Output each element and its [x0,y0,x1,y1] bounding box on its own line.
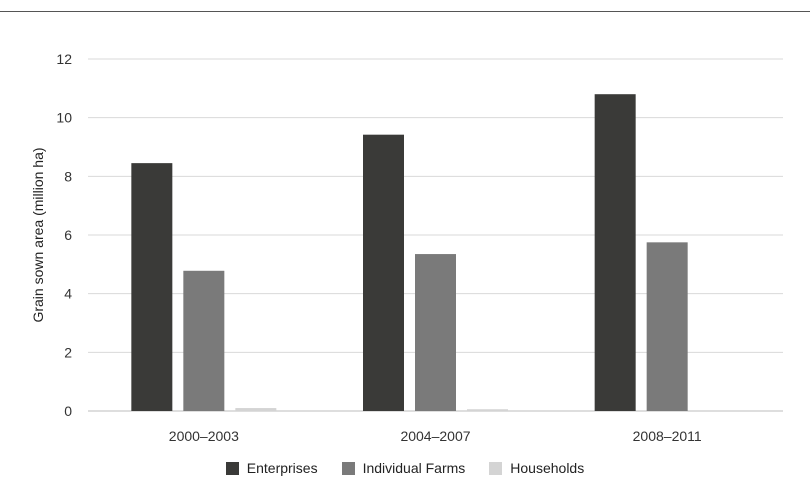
bar-individual-farms [646,242,688,411]
y-axis-label: Grain sown area (million ha) [30,147,46,322]
y-tick-label: 2 [64,344,72,360]
legend-item: Households [489,460,584,476]
bar-individual-farms [415,254,456,411]
y-tick-label: 8 [64,168,72,184]
x-tick-label: 2008–2011 [633,428,702,444]
x-axis-ticks: 2000–2003 2004–2007 2008–2011 [169,428,702,444]
legend-swatch [489,461,503,475]
top-rule [0,11,810,12]
legend-swatch [225,461,239,475]
legend-label: Households [510,460,585,476]
bar-enterprises [363,134,404,411]
y-tick-label: 0 [64,403,72,419]
y-tick-label: 6 [64,227,72,243]
legend: Enterprises Individual Farms Households [0,456,810,480]
bar-individual-farms [183,270,225,411]
y-tick-label: 10 [56,110,72,126]
y-tick-label: 4 [64,286,72,302]
bar-enterprises [594,94,636,411]
bar-households [467,409,508,411]
bars [131,94,688,411]
legend-label: Enterprises [246,460,318,476]
bar-enterprises [131,163,173,411]
x-tick-label: 2000–2003 [169,428,239,444]
legend-swatch [341,461,355,475]
y-tick-label: 12 [56,51,72,67]
legend-item: Enterprises [225,460,318,476]
legend-item: Individual Farms [341,460,466,476]
x-tick-label: 2004–2007 [400,428,470,444]
y-axis-ticks: 0 2 4 6 8 10 12 [56,51,72,419]
bar-households [235,408,277,411]
bar-chart: 0 2 4 6 8 10 12 2000–2003 2004–2007 2008–2011 Gr… [30,51,783,444]
legend-label: Individual Farms [362,460,466,476]
